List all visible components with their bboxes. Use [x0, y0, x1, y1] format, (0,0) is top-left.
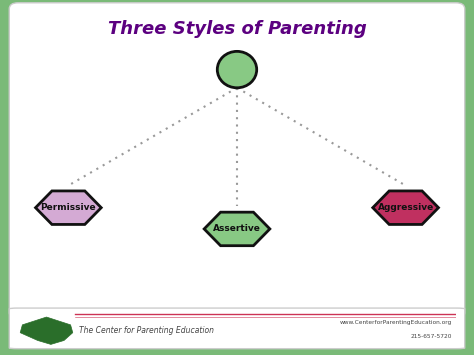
Text: Three Styles of Parenting: Three Styles of Parenting [108, 20, 366, 38]
Polygon shape [36, 191, 101, 224]
FancyBboxPatch shape [9, 308, 465, 349]
Polygon shape [204, 212, 270, 246]
Polygon shape [373, 191, 438, 224]
Text: Assertive: Assertive [213, 224, 261, 234]
Polygon shape [20, 317, 73, 344]
Text: Permissive: Permissive [41, 203, 96, 212]
FancyBboxPatch shape [9, 3, 465, 318]
Text: The Center for Parenting Education: The Center for Parenting Education [79, 326, 214, 335]
Ellipse shape [217, 51, 257, 88]
Text: Aggressive: Aggressive [377, 203, 434, 212]
Text: www.CenterforParentingEducation.org: www.CenterforParentingEducation.org [339, 320, 452, 325]
Text: 215-657-5720: 215-657-5720 [410, 334, 452, 339]
